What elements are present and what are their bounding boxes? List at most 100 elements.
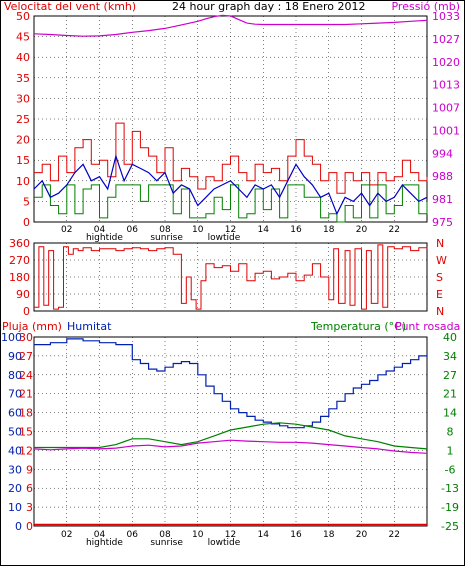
humidity-tick-label: 100 (1, 331, 22, 344)
compass-tick-label: N (436, 305, 444, 318)
temperature-tick-label: -13 (441, 482, 459, 495)
temperature-tick-label: -6 (445, 463, 456, 476)
direction-tick-label: 360 (9, 237, 30, 250)
pressure-tick-label: 1001 (432, 124, 460, 137)
compass-tick-label: S (436, 271, 443, 284)
wind-tick-label: 5 (23, 195, 30, 208)
pressure-tick-label: 975 (432, 216, 453, 229)
pressure-series (33, 14, 428, 37)
pressure-tick-label: 1033 (432, 10, 460, 23)
rain-tick-label: 6 (26, 482, 33, 495)
pressure-axis-title: Pressió (mb) (391, 0, 460, 13)
wind-tick-label: 40 (16, 51, 30, 64)
hour-tick-label: 04 (94, 225, 106, 235)
wind-tick-label: 45 (16, 31, 30, 44)
wind-tick-label: 0 (23, 216, 30, 229)
compass-tick-label: E (436, 288, 443, 301)
hour-tick-label: 08 (159, 225, 171, 235)
humidity-tick-label: 40 (8, 444, 22, 457)
wind-tick-label: 25 (16, 113, 30, 126)
humidity-tick-label: 0 (15, 520, 22, 533)
humidity-tick-label: 80 (8, 369, 22, 382)
chart-title: 24 hour graph day : 18 Enero 2012 (172, 0, 366, 13)
temperature-tick-label: 1 (447, 444, 454, 457)
hour-tick-label: 12 (225, 225, 236, 235)
direction-tick-label: 270 (9, 254, 30, 267)
humidity-tick-label: 10 (8, 501, 22, 514)
pressure-tick-label: 994 (432, 147, 453, 160)
rain-tick-label: 3 (26, 501, 33, 514)
rain-axis-title: Pluja (mm) (2, 320, 62, 333)
hour-tick-label: 18 (323, 225, 335, 235)
temperature-tick-label: 34 (443, 350, 457, 363)
temperature-tick-label: 8 (447, 426, 454, 439)
rain-tick-label: 21 (19, 388, 33, 401)
rain-tick-label: 12 (19, 444, 33, 457)
hour-tick-label: 16 (290, 225, 302, 235)
event-label-sunrise: sunrise (150, 538, 183, 548)
rain-tick-label: 0 (26, 520, 33, 533)
wind-tick-label: 20 (16, 134, 30, 147)
hour-tick-label: 14 (258, 225, 270, 235)
temperature-tick-label: -25 (441, 520, 459, 533)
humidity-tick-label: 90 (8, 350, 22, 363)
humidity-axis-title: Humitat (67, 320, 112, 333)
pressure-tick-label: 1020 (432, 56, 460, 69)
humidity-tick-label: 70 (8, 388, 22, 401)
dewpoint-series (33, 439, 428, 454)
temperature-tick-label: 40 (443, 331, 457, 344)
humidity-tick-label: 20 (8, 482, 22, 495)
event-label-sunrise: sunrise (150, 233, 183, 243)
temperature-tick-label: 14 (443, 407, 457, 420)
humidity-tick-label: 30 (8, 463, 22, 476)
event-label-lowtide: lowtide (208, 233, 241, 243)
humidity-tick-label: 60 (8, 407, 22, 420)
hour-tick-label: 16 (290, 530, 302, 540)
hour-tick-label: 06 (127, 225, 139, 235)
compass-tick-label: W (436, 254, 447, 267)
humidity-series (34, 338, 428, 429)
wind-tick-label: 30 (16, 92, 30, 105)
wind-direction-series (34, 244, 428, 310)
hour-tick-label: 12 (225, 530, 236, 540)
temperature-tick-label: 27 (443, 369, 457, 382)
rain-tick-label: 24 (19, 369, 33, 382)
direction-tick-label: 90 (16, 288, 30, 301)
compass-tick-label: N (436, 237, 444, 250)
hour-tick-label: 22 (389, 225, 400, 235)
rain-tick-label: 30 (19, 331, 33, 344)
dewpoint-axis-title: Punt rosada (395, 320, 460, 333)
wind-tick-label: 15 (16, 154, 30, 167)
event-label-hightide: hightide (86, 233, 123, 243)
hour-tick-label: 18 (323, 530, 335, 540)
pressure-tick-label: 988 (432, 170, 453, 183)
hour-tick-label: 14 (258, 530, 270, 540)
hour-tick-label: 20 (356, 530, 368, 540)
hour-tick-label: 02 (61, 530, 72, 540)
direction-tick-label: 180 (9, 271, 30, 284)
temperature-tick-label: 21 (443, 388, 457, 401)
pressure-tick-label: 1013 (432, 79, 460, 92)
temperature-axis-title: Temperatura (°C) (310, 320, 406, 333)
humidity-temperature-panel: 0 010 320 630 940125015601870218024902710030… (1, 331, 459, 548)
rain-tick-label: 15 (19, 426, 33, 439)
avg-wind-series (33, 153, 428, 216)
min-wind-series (34, 184, 428, 223)
temperature-series (34, 422, 428, 450)
rain-tick-label: 9 (26, 463, 33, 476)
hour-tick-label: 08 (159, 530, 171, 540)
hour-tick-label: 10 (192, 530, 204, 540)
hour-tick-label: 02 (61, 225, 72, 235)
hour-tick-label: 10 (192, 225, 204, 235)
wind-tick-label: 50 (16, 10, 30, 23)
pressure-tick-label: 981 (432, 193, 453, 206)
event-label-hightide: hightide (86, 538, 123, 548)
hour-tick-label: 06 (127, 530, 139, 540)
hour-tick-label: 20 (356, 225, 368, 235)
wind-axis-title: Velocitat del vent (kmh) (4, 0, 136, 13)
direction-tick-label: 0 (23, 305, 30, 318)
pressure-tick-label: 1007 (432, 102, 460, 115)
